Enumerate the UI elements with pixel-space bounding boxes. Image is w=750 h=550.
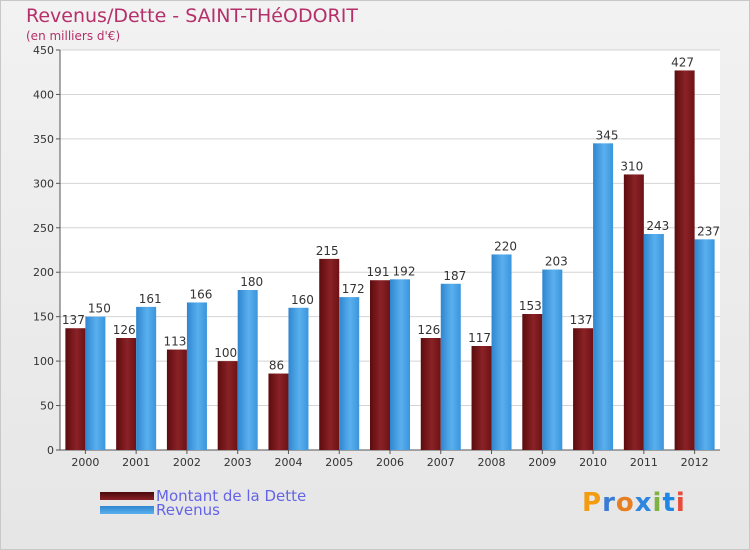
logo-letter: P xyxy=(582,488,603,518)
y-tick-label: 250 xyxy=(33,222,54,235)
value-label-revenus: 203 xyxy=(545,255,568,269)
x-tick-label: 2004 xyxy=(274,456,302,469)
bar-dette-2001 xyxy=(116,338,137,450)
bar-dette-2010 xyxy=(573,328,594,450)
bar-dette-2005 xyxy=(319,258,340,450)
y-tick-label: 350 xyxy=(33,133,54,146)
legend-swatch-revenus xyxy=(100,506,154,514)
bar-revenus-2005 xyxy=(339,297,360,450)
legend-label-revenus: Revenus xyxy=(156,501,220,519)
x-tick-label: 2005 xyxy=(325,456,353,469)
value-label-revenus: 172 xyxy=(342,282,365,296)
bar-dette-2000 xyxy=(65,328,86,450)
legend-item-dette: Montant de la Dette xyxy=(100,487,306,505)
bar-dette-2003 xyxy=(217,361,238,450)
bar-revenus-2012 xyxy=(694,239,715,450)
x-tick-label: 2008 xyxy=(478,456,506,469)
legend-item-revenus: Revenus xyxy=(100,501,220,519)
chart-subtitle: (en milliers d'€) xyxy=(26,29,121,43)
value-label-dette: 86 xyxy=(269,359,284,373)
value-label-dette: 113 xyxy=(163,335,186,349)
value-label-dette: 427 xyxy=(671,55,694,69)
value-label-revenus: 187 xyxy=(443,269,466,283)
bar-revenus-2007 xyxy=(440,283,461,450)
x-tick-label: 2009 xyxy=(528,456,556,469)
value-label-revenus: 160 xyxy=(291,293,314,307)
y-tick-label: 450 xyxy=(33,44,54,57)
bar-dette-2009 xyxy=(522,314,543,450)
value-label-dette: 137 xyxy=(62,313,85,327)
x-tick-label: 2001 xyxy=(122,456,150,469)
bar-revenus-2000 xyxy=(85,316,106,450)
logo-letter: t xyxy=(662,488,676,518)
x-tick-label: 2011 xyxy=(630,456,658,469)
x-tick-label: 2000 xyxy=(71,456,99,469)
y-tick-label: 100 xyxy=(33,355,54,368)
x-tick-label: 2002 xyxy=(173,456,201,469)
logo-letter: x xyxy=(634,488,653,518)
value-label-revenus: 161 xyxy=(139,292,162,306)
value-label-revenus: 180 xyxy=(240,275,263,289)
bar-revenus-2011 xyxy=(643,234,664,450)
y-tick-label: 300 xyxy=(33,177,54,190)
y-tick-label: 150 xyxy=(33,311,54,324)
y-tick-label: 400 xyxy=(33,88,54,101)
value-label-dette: 191 xyxy=(367,265,390,279)
value-label-dette: 100 xyxy=(214,346,237,360)
value-label-revenus: 166 xyxy=(189,287,212,301)
bar-revenus-2002 xyxy=(186,302,207,450)
value-label-revenus: 192 xyxy=(393,264,416,278)
bar-revenus-2008 xyxy=(491,254,512,450)
logo-letter: i xyxy=(652,488,663,518)
logo-letter: o xyxy=(615,488,635,518)
x-tick-label: 2003 xyxy=(224,456,252,469)
value-label-dette: 137 xyxy=(570,313,593,327)
value-label-dette: 126 xyxy=(113,323,136,337)
value-label-dette: 117 xyxy=(468,331,491,345)
legend-swatch-dette xyxy=(100,492,154,500)
bar-revenus-2009 xyxy=(542,269,563,450)
x-tick-label: 2010 xyxy=(579,456,607,469)
bar-revenus-2001 xyxy=(136,306,157,450)
y-tick-label: 0 xyxy=(47,444,54,457)
x-tick-label: 2006 xyxy=(376,456,404,469)
bar-dette-2008 xyxy=(471,346,492,450)
value-label-revenus: 220 xyxy=(494,239,517,253)
bar-dette-2006 xyxy=(370,280,390,450)
bar-dette-2007 xyxy=(420,338,441,450)
proxiti-logo: Proxiti xyxy=(582,488,686,518)
chart-title: Revenus/Dette - SAINT-THéODORIT xyxy=(26,5,358,27)
value-label-dette: 310 xyxy=(620,159,643,173)
bar-dette-2012 xyxy=(674,70,695,450)
value-label-revenus: 150 xyxy=(88,302,111,316)
logo-letter: i xyxy=(675,488,686,518)
y-tick-label: 50 xyxy=(40,400,54,413)
bar-dette-2011 xyxy=(623,174,644,450)
value-label-revenus: 243 xyxy=(646,219,669,233)
value-label-revenus: 345 xyxy=(596,128,619,142)
value-label-revenus: 237 xyxy=(697,224,720,238)
bar-revenus-2006 xyxy=(390,279,410,450)
bar-revenus-2010 xyxy=(593,143,614,451)
bar-revenus-2003 xyxy=(237,290,258,450)
legend-label-dette: Montant de la Dette xyxy=(156,487,307,505)
value-label-dette: 215 xyxy=(316,244,339,258)
value-label-dette: 126 xyxy=(417,323,440,337)
x-tick-label: 2007 xyxy=(427,456,455,469)
bar-revenus-2004 xyxy=(288,307,309,450)
x-tick-label: 2012 xyxy=(681,456,709,469)
logo-letter: r xyxy=(602,488,616,518)
bar-dette-2002 xyxy=(166,349,187,450)
value-label-dette: 153 xyxy=(519,299,542,313)
y-tick-label: 200 xyxy=(33,266,54,279)
bar-dette-2004 xyxy=(268,373,289,450)
